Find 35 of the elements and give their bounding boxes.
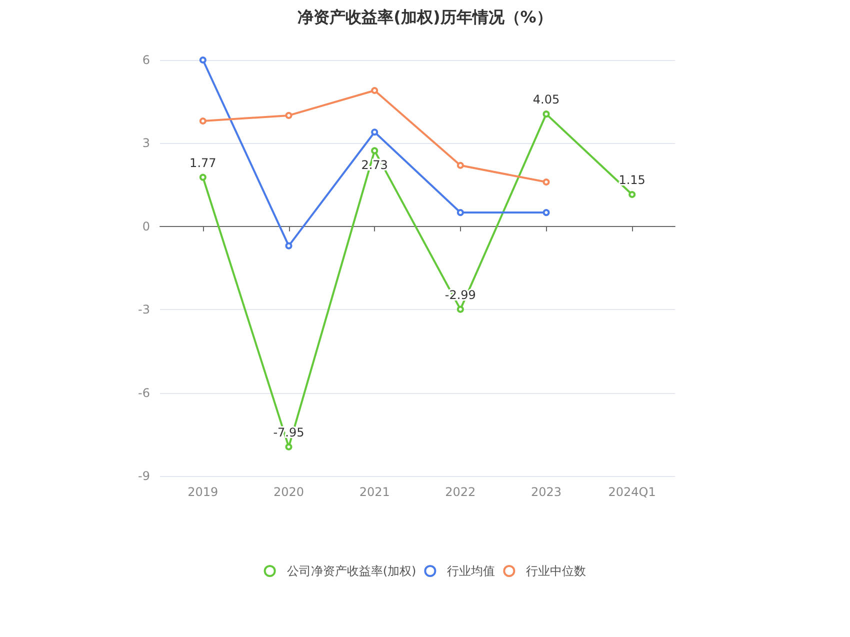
y-tick-label: 6	[142, 53, 150, 67]
x-tick-label: 2024Q1	[608, 485, 656, 499]
point	[542, 209, 550, 216]
point	[542, 178, 550, 186]
point	[456, 162, 464, 169]
point	[285, 112, 292, 119]
legend-label: 公司净资产收益率(加权)	[286, 564, 416, 578]
y-tick-label: 0	[142, 219, 150, 234]
point	[456, 306, 464, 313]
y-tick-label: -9	[138, 469, 150, 483]
point	[285, 443, 292, 450]
chart-title: 净资产收益率(加权)历年情况（%）	[298, 8, 552, 26]
x-tick-label: 2021	[359, 485, 390, 499]
legend-label: 行业均值	[447, 564, 496, 578]
data-label: 1.15	[618, 173, 646, 188]
point	[371, 147, 378, 154]
point	[628, 191, 636, 198]
x-tick-label: 2019	[188, 485, 218, 499]
x-tick-label: 2023	[530, 485, 562, 499]
point	[371, 128, 378, 136]
y-tick-label: 3	[142, 136, 150, 150]
point	[199, 56, 206, 64]
point	[199, 118, 206, 125]
data-label: 1.77	[190, 156, 216, 170]
legend-label: 行业中位数	[526, 564, 586, 578]
point	[542, 110, 550, 118]
point	[371, 87, 378, 94]
point	[199, 174, 206, 181]
x-tick-label: 2022	[445, 485, 476, 499]
x-tick-label: 2020	[273, 485, 304, 499]
y-tick-label: -3	[138, 302, 150, 317]
point	[456, 209, 464, 216]
point	[285, 242, 292, 250]
data-label: 4.05	[532, 92, 560, 107]
y-tick-label: -6	[138, 386, 150, 400]
